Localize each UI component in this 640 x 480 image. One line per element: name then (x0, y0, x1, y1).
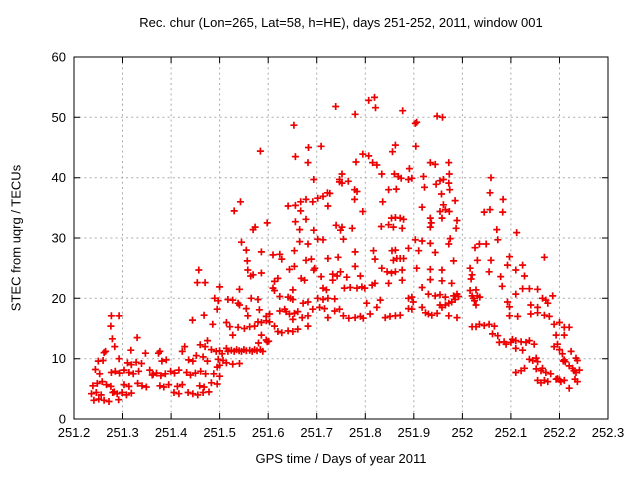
x-tick-label: 252.3 (592, 425, 625, 440)
x-tick-label: 251.4 (155, 425, 188, 440)
x-tick-label: 251.3 (106, 425, 139, 440)
x-tick-label: 252.2 (543, 425, 576, 440)
y-axis-label: STEC from uqrg / TECUs (8, 164, 24, 312)
x-tick-label: 251.9 (398, 425, 431, 440)
x-tick-label: 251.8 (349, 425, 382, 440)
x-axis-label: GPS time / Days of year 2011 (255, 451, 427, 466)
x-tick-label: 252.1 (495, 425, 528, 440)
y-tick-label: 50 (52, 110, 66, 125)
gridlines (74, 57, 608, 419)
y-tick-label: 10 (52, 351, 66, 366)
y-tick-label: 20 (52, 291, 66, 306)
plot-border (73, 56, 609, 420)
x-tick-label: 252 (452, 425, 474, 440)
y-tick-label: 30 (52, 231, 66, 246)
y-tick-label: 40 (52, 170, 66, 185)
y-tick-label: 60 (52, 50, 66, 65)
x-tick-label: 251.6 (252, 425, 285, 440)
chart-title: Rec. chur (Lon=265, Lat=58, h=HE), days … (139, 15, 543, 30)
x-tick-label: 251.5 (203, 425, 236, 440)
y-tick-label: 0 (59, 412, 66, 427)
scatter-points (88, 93, 583, 405)
x-tick-label: 251.2 (58, 425, 91, 440)
x-tick-label: 251.7 (300, 425, 333, 440)
